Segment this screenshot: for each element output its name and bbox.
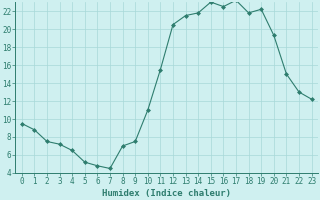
X-axis label: Humidex (Indice chaleur): Humidex (Indice chaleur): [102, 189, 231, 198]
